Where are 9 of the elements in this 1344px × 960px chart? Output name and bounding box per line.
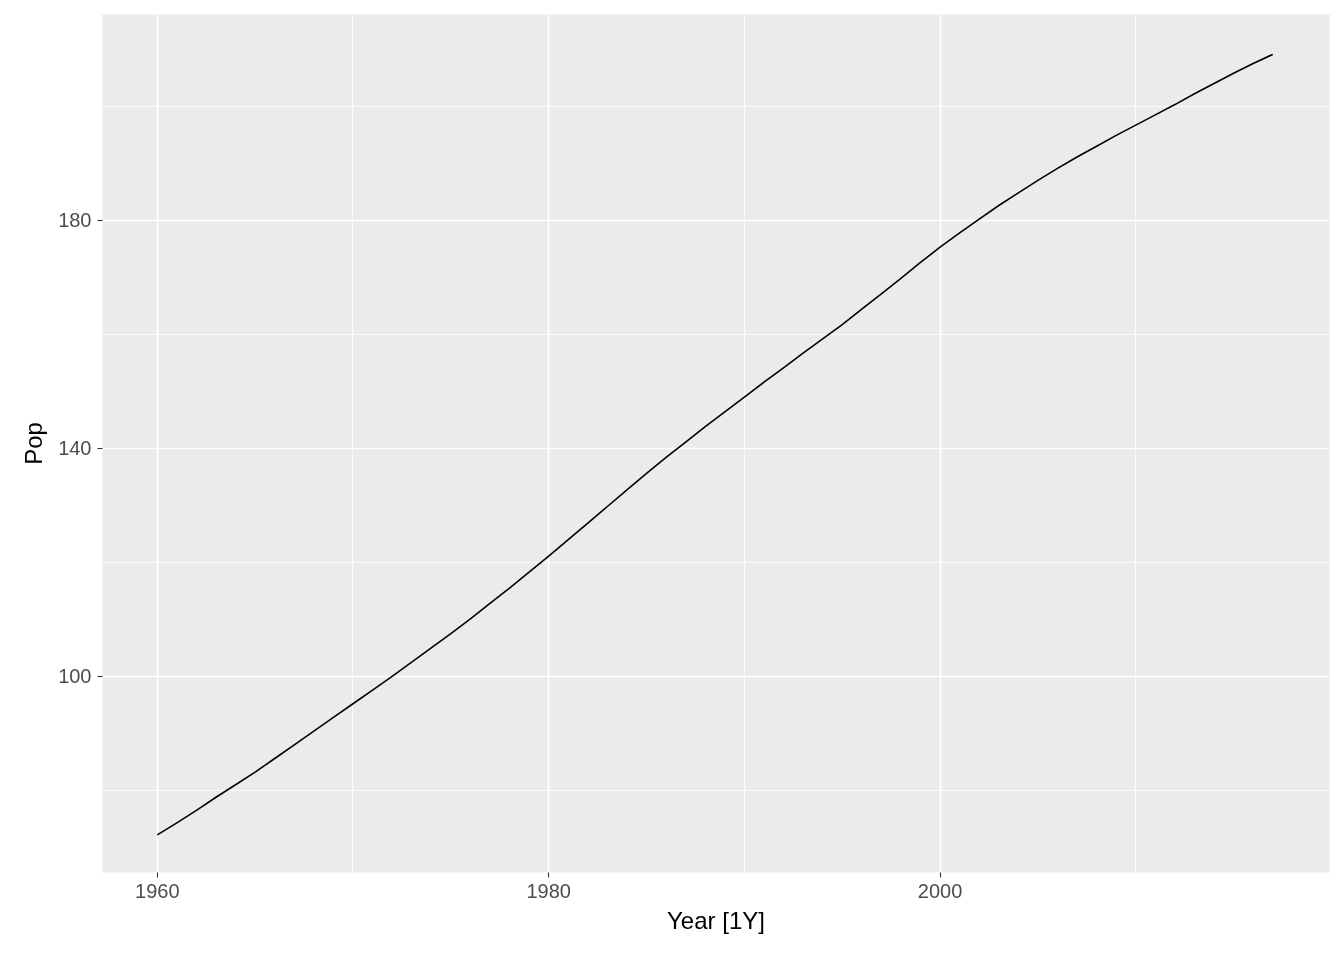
y-tick-label: 140 xyxy=(58,437,92,460)
y-tick-label: 100 xyxy=(58,665,92,688)
x-tick-label: 1980 xyxy=(526,879,571,902)
x-tick-label: 2000 xyxy=(917,879,963,902)
y-axis-title: Pop xyxy=(20,422,48,465)
line-series xyxy=(156,53,1274,836)
y-tick-label: 180 xyxy=(58,209,92,232)
x-tick-label: 1960 xyxy=(135,879,180,902)
x-axis-title: Year [1Y] xyxy=(667,906,765,934)
